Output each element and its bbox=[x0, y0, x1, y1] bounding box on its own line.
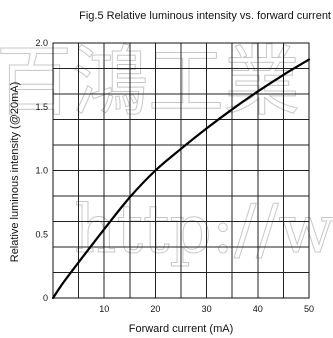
luminous-intensity-line bbox=[51, 58, 311, 300]
x-tick-label: 40 bbox=[253, 304, 263, 314]
plot-frame bbox=[52, 42, 310, 299]
x-tick-labels: 10 20 30 40 50 bbox=[99, 304, 314, 314]
x-tick-label: 20 bbox=[150, 304, 160, 314]
y-tick-label: 0.5 bbox=[35, 229, 48, 239]
y-tick-label: 1.0 bbox=[35, 166, 48, 176]
x-tick-label: 30 bbox=[202, 304, 212, 314]
y-tick-label: 0 bbox=[43, 293, 48, 303]
y-tick-labels: 0 0.5 1.0 1.5 2.0 bbox=[35, 38, 48, 303]
x-tick-label: 10 bbox=[99, 304, 109, 314]
y-axis-label: Relative luminous intensity (@20mA) bbox=[9, 82, 21, 263]
x-tick-label: 50 bbox=[304, 304, 314, 314]
watermark-url: http://w bbox=[74, 191, 333, 268]
watermark-text: 百鴻工業 bbox=[0, 37, 300, 126]
x-axis-label: Forward current (mA) bbox=[129, 323, 234, 335]
y-tick-label: 2.0 bbox=[35, 38, 48, 48]
y-tick-label: 1.5 bbox=[35, 102, 48, 112]
grid bbox=[53, 43, 309, 298]
chart-title: Fig.5 Relative luminous intensity vs. fo… bbox=[79, 10, 331, 22]
